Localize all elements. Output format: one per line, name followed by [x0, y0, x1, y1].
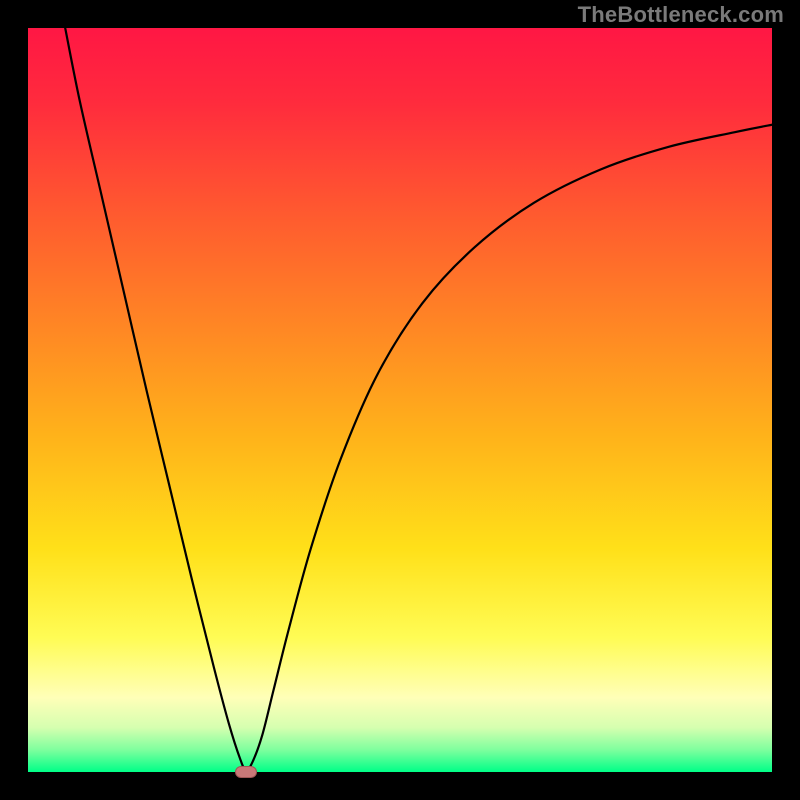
bottleneck-curve — [65, 28, 772, 771]
plot-area — [28, 28, 772, 772]
curve-svg — [28, 28, 772, 772]
minimum-marker — [235, 766, 257, 778]
chart-container: { "meta": { "source_watermark": "TheBott… — [0, 0, 800, 800]
watermark-text: TheBottleneck.com — [578, 2, 784, 28]
